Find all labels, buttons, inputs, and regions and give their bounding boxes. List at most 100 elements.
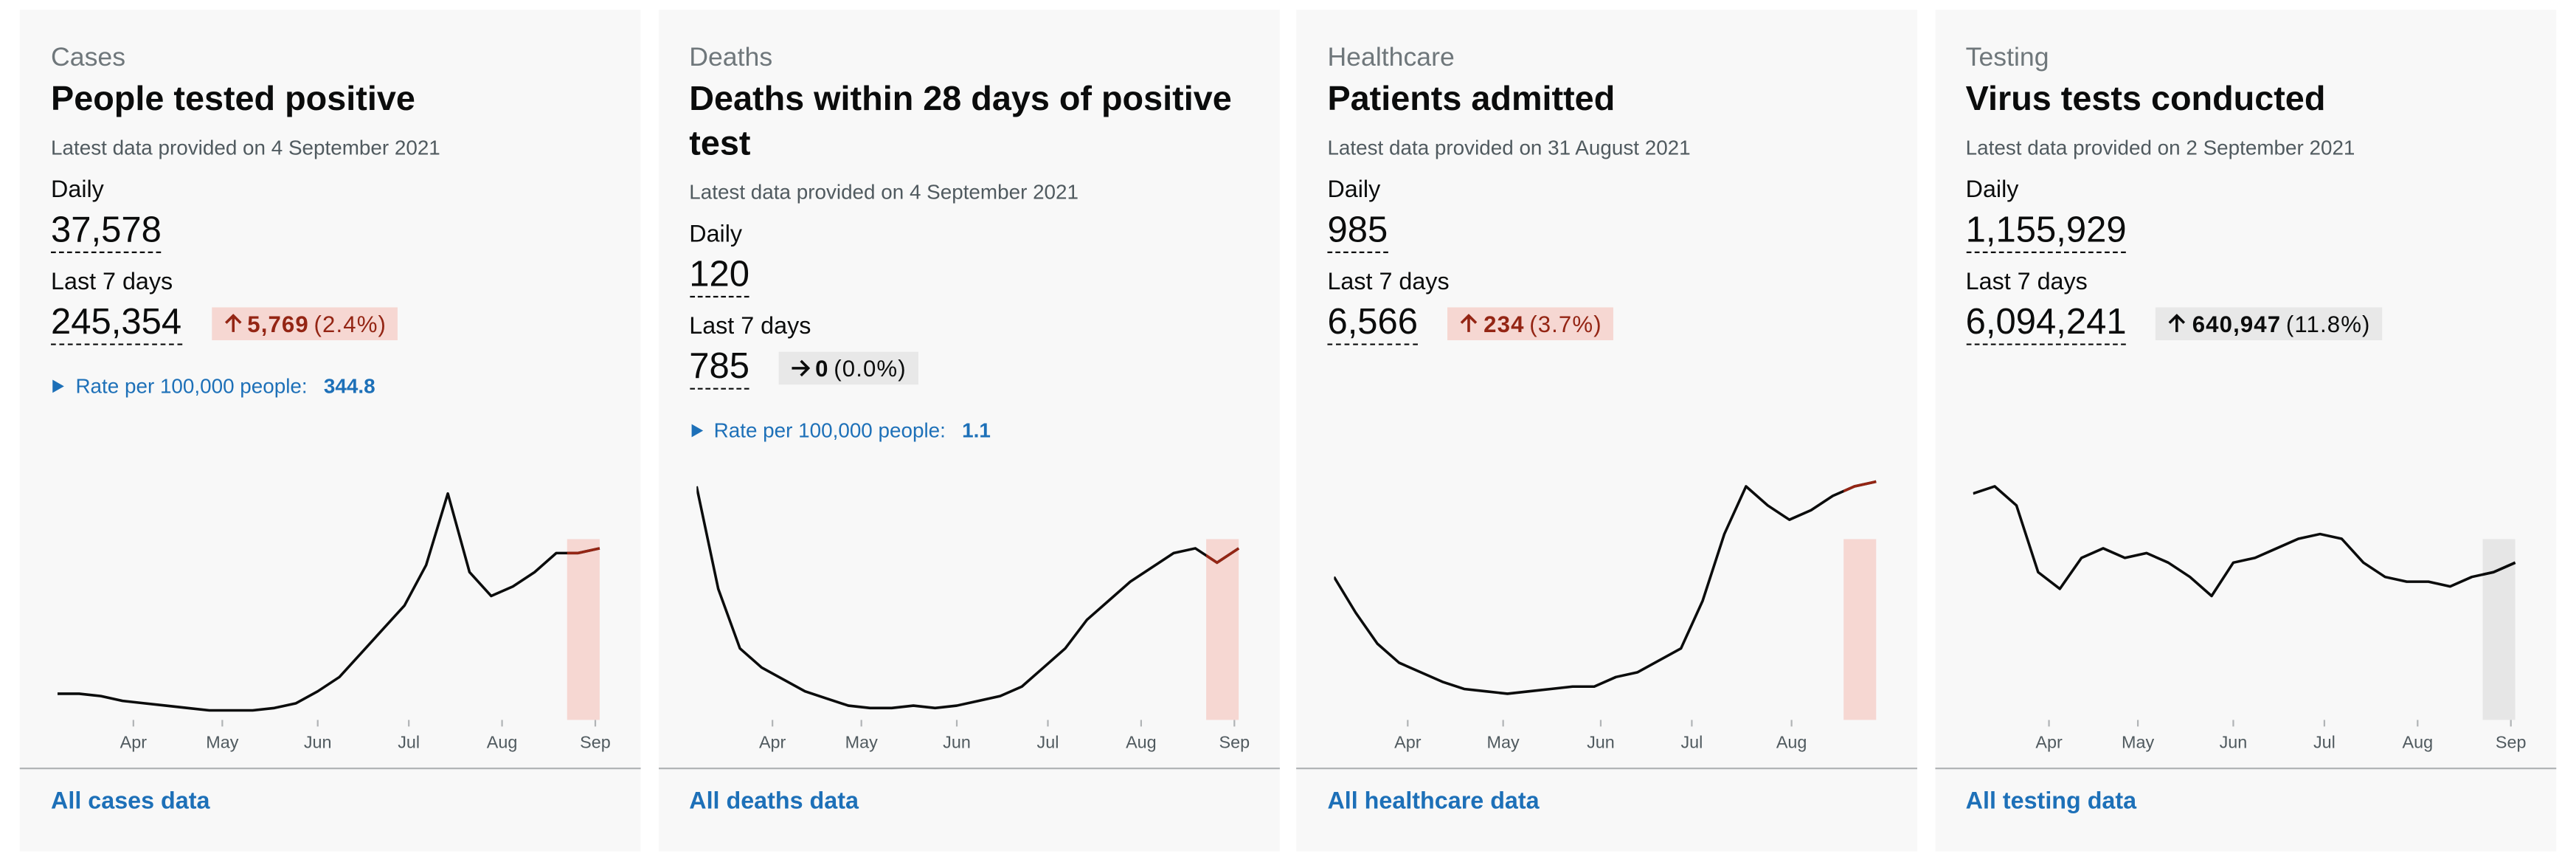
week-label: Last 7 days xyxy=(1965,269,2088,296)
x-tick-label: Sep xyxy=(2495,732,2526,751)
x-tick-label: Jun xyxy=(942,732,970,751)
x-tick-label: Jul xyxy=(398,732,420,751)
week-value: 6,566 xyxy=(1327,301,1419,345)
latest-date: Latest data provided on 31 August 2021 xyxy=(1327,136,1691,160)
chart: Apr May Jun Jul Aug Sep xyxy=(696,486,1249,751)
card-title: Virus tests conducted xyxy=(1965,80,2326,119)
week-row: 245,354 5,769 (2.4%) xyxy=(51,301,609,345)
change-percent: (0.0%) xyxy=(834,354,907,381)
daily-label: Daily xyxy=(51,177,104,204)
daily-row: 37,578 xyxy=(51,209,609,253)
x-tick-label: Apr xyxy=(2035,732,2062,751)
separator xyxy=(657,768,1279,770)
card-title: Deaths within 28 days of positive test xyxy=(689,80,1232,163)
x-tick-label: Aug xyxy=(2401,732,2432,751)
line xyxy=(1334,480,1877,695)
category: Healthcare xyxy=(1327,44,1455,72)
week-label: Last 7 days xyxy=(1327,269,1450,296)
daily-value: 985 xyxy=(1327,209,1388,253)
triangle xyxy=(690,424,703,438)
x-tick-label: Jun xyxy=(304,732,332,751)
x-tick-label: Apr xyxy=(758,732,786,751)
chart: Apr May Jun Jul Aug Sep xyxy=(57,492,611,751)
arrow xyxy=(1460,313,1478,331)
arrow-icon xyxy=(792,359,811,376)
daily-value: 120 xyxy=(689,253,750,298)
data-link[interactable]: All testing data xyxy=(1965,788,2137,816)
line-highlight xyxy=(567,547,600,555)
rate-toggle[interactable]: Rate per 100,000 people: 344.8 xyxy=(51,375,609,398)
x-tick-label: Sep xyxy=(580,732,611,751)
change-badge: 640,947 (11.8%) xyxy=(2156,306,2383,340)
change-value: 5,769 xyxy=(247,309,309,337)
card: Testing Virus tests conducted Latest data … xyxy=(1934,10,2556,852)
expand-icon xyxy=(52,379,64,393)
change-badge: 0 (0.0%) xyxy=(779,351,918,385)
change-value: 234 xyxy=(1483,309,1525,337)
latest-date: Latest data provided on 4 September 2021 xyxy=(51,136,440,160)
x-tick-label: May xyxy=(844,732,876,751)
chart: Apr May Jun Jul Aug xyxy=(1334,480,1877,751)
week-row: 785 0 (0.0%) xyxy=(689,345,1247,390)
x-tick-label: Jun xyxy=(1587,732,1615,751)
latest-date: Latest data provided on 2 September 2021 xyxy=(1965,136,2355,160)
rate-toggle[interactable]: Rate per 100,000 people: 1.1 xyxy=(689,419,1247,442)
line-highlight xyxy=(2482,561,2516,576)
change-badge: 234 (3.7%) xyxy=(1447,306,1614,340)
highlight-area xyxy=(1205,539,1239,720)
arrow xyxy=(792,359,811,376)
separator xyxy=(1296,768,1917,770)
week-label: Last 7 days xyxy=(51,269,173,296)
x-tick-label: Apr xyxy=(1394,732,1422,751)
x-tick-label: Aug xyxy=(487,732,518,751)
card-title: Patients admitted xyxy=(1327,80,1616,119)
change-badge: 5,769 (2.4%) xyxy=(211,306,398,340)
daily-label: Daily xyxy=(1965,177,2019,204)
change-percent: (2.4%) xyxy=(314,309,387,337)
data-link[interactable]: All healthcare data xyxy=(1327,788,1540,816)
card: Cases People tested positive Latest data p… xyxy=(19,10,641,852)
daily-row: 1,155,929 xyxy=(1965,209,2524,253)
x-tick-label: May xyxy=(1487,732,1520,751)
change-value: 0 xyxy=(815,354,829,381)
line xyxy=(1972,485,2516,598)
category: Deaths xyxy=(689,44,773,72)
data-link[interactable]: All cases data xyxy=(51,788,210,816)
week-row: 6,566 234 (3.7%) xyxy=(1327,301,1886,345)
separator xyxy=(1934,768,2556,770)
arrow xyxy=(2169,313,2186,331)
daily-value: 1,155,929 xyxy=(1965,209,2127,253)
x-tick-label: Aug xyxy=(1776,732,1807,751)
daily-label: Daily xyxy=(689,221,743,249)
chart: Apr May Jun Jul Aug Sep xyxy=(1972,485,2526,751)
line-highlight xyxy=(1205,547,1239,565)
x-tick-label: Jul xyxy=(1680,732,1703,751)
card: Deaths Deaths within 28 days of positive … xyxy=(657,10,1279,852)
separator xyxy=(19,768,641,770)
latest-date: Latest data provided on 4 September 2021 xyxy=(689,180,1079,204)
week-row: 6,094,241 640,947 (11.8%) xyxy=(1965,301,2524,345)
week-label: Last 7 days xyxy=(689,314,811,340)
daily-label: Daily xyxy=(1327,177,1381,204)
x-tick-label: Jul xyxy=(1036,732,1058,751)
highlight-area xyxy=(2482,539,2515,720)
rate-value: 344.8 xyxy=(323,374,375,398)
data-link[interactable]: All deaths data xyxy=(689,788,859,816)
arrow-icon xyxy=(2169,313,2186,331)
line xyxy=(696,486,1239,710)
card-title: People tested positive xyxy=(51,80,415,119)
x-tick-label: Aug xyxy=(1125,732,1156,751)
line xyxy=(57,492,600,712)
x-tick-label: May xyxy=(2121,732,2153,751)
x-tick-label: Apr xyxy=(120,732,148,751)
daily-value: 37,578 xyxy=(51,209,162,253)
line-highlight xyxy=(1843,480,1877,493)
daily-row: 985 xyxy=(1327,209,1886,253)
arrow xyxy=(224,313,241,331)
week-value: 245,354 xyxy=(51,301,182,345)
rate-value: 1.1 xyxy=(962,418,991,443)
expand-icon xyxy=(690,424,703,438)
week-value: 785 xyxy=(689,345,750,390)
rate-label: Rate per 100,000 people: xyxy=(75,374,308,398)
